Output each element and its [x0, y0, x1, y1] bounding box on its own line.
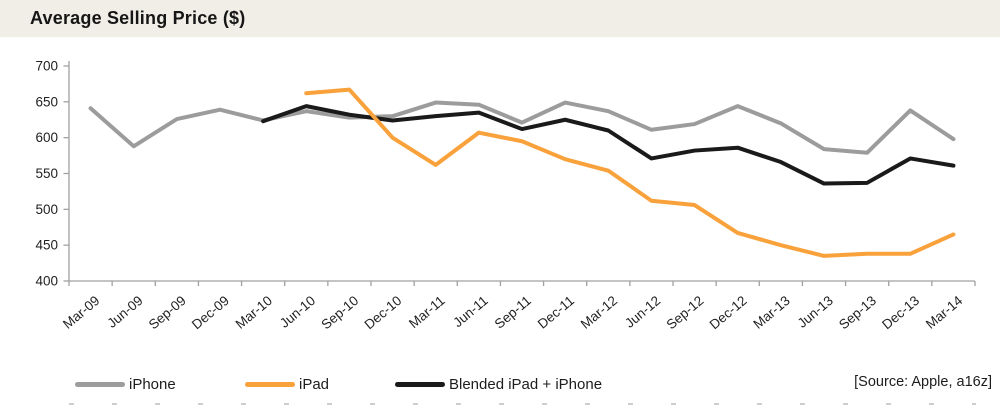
- x-tick-label: Dec-09: [189, 293, 232, 332]
- x-tick-label: Sep-10: [318, 293, 361, 332]
- legend-label-iphone: iPhone: [129, 375, 176, 393]
- x-tick-label: Sep-11: [492, 293, 534, 332]
- x-tick-label: Mar-09: [60, 293, 102, 332]
- series-line-blended-ipad-iphone: [261, 104, 956, 186]
- x-tick-label: Sep-12: [663, 293, 706, 332]
- x-tick-label: Jun-13: [795, 293, 836, 331]
- x-tick-label: Dec-10: [362, 293, 405, 332]
- legend-swatch-ipad: [245, 381, 295, 387]
- x-tick-label: Mar-11: [406, 293, 448, 331]
- x-tick-label: Dec-13: [879, 293, 922, 332]
- chart-title-bar: Average Selling Price ($): [0, 0, 1000, 37]
- legend-item-iphone: iPhone: [75, 372, 176, 396]
- y-tick-label: 550: [35, 166, 58, 181]
- source-label: [Source: Apple, a16z]: [854, 374, 992, 390]
- series-line-iphone: [88, 100, 956, 155]
- legend-swatch-blended-ipad-iphone: [395, 381, 445, 387]
- legend-item-blended-ipad-iphone: Blended iPad + iPhone: [395, 372, 602, 396]
- x-tick-label: Jun-11: [450, 293, 490, 330]
- x-tick-label: Mar-14: [923, 292, 966, 331]
- x-tick-label: Mar-13: [750, 293, 792, 332]
- x-tick-label: Mar-12: [578, 293, 620, 332]
- y-tick-label: 500: [35, 202, 58, 217]
- x-tick-label: Dec-11: [535, 293, 577, 332]
- chart-title: Average Selling Price ($): [30, 8, 246, 28]
- x-tick-label: Sep-13: [836, 293, 879, 332]
- legend-swatch-iphone: [75, 381, 125, 387]
- y-tick-label: 400: [35, 274, 58, 289]
- series-line-ipad: [304, 87, 956, 258]
- chart-legend: iPhone iPad Blended iPad + iPhone: [0, 372, 1000, 398]
- y-tick-label: 600: [35, 130, 58, 145]
- y-tick-label: 650: [35, 94, 58, 109]
- legend-label-ipad: iPad: [299, 375, 330, 393]
- y-tick-label: 450: [35, 238, 58, 253]
- x-tick-label: Mar-10: [233, 293, 275, 332]
- y-tick-label: 700: [35, 59, 58, 74]
- chart-area: 400 450 500 550 600 650 700 Mar-09 Jun-09 Sep-09 D…: [0, 37, 1000, 350]
- x-tick-label: Jun-09: [104, 293, 145, 331]
- x-tick-label: Jun-10: [277, 293, 318, 331]
- legend-item-ipad: iPad: [245, 372, 329, 396]
- legend-label-blended-ipad-iphone: Blended iPad + iPhone: [449, 375, 603, 393]
- bottom-tick-row: [69, 403, 976, 405]
- x-tick-label: Jun-12: [622, 293, 663, 331]
- x-tick-label: Dec-12: [707, 293, 750, 332]
- x-tick-label: Sep-09: [146, 293, 189, 332]
